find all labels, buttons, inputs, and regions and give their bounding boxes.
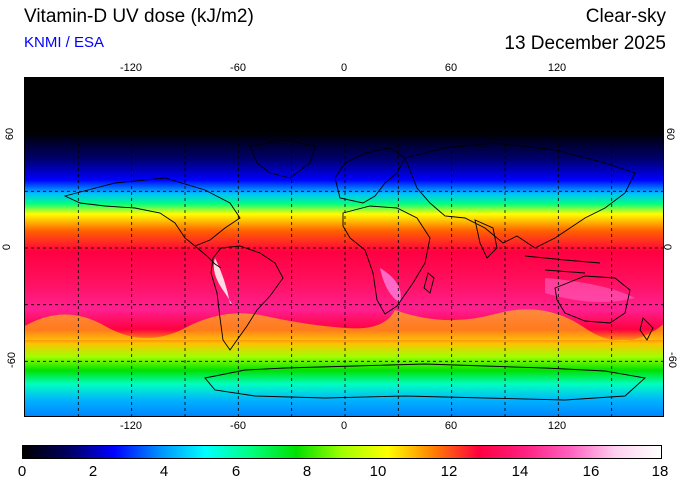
- lon-tick-bottom: 0: [340, 420, 348, 432]
- coast-south-america: [210, 245, 284, 351]
- coast-indian-subcontinent: [474, 219, 498, 259]
- lon-tick-top: 60: [444, 62, 458, 74]
- sky-condition-label: Clear-sky: [585, 6, 666, 27]
- colorbar-label: 0: [17, 463, 27, 480]
- colorbar-label: 12: [440, 463, 458, 480]
- hot-spot-south-america: [213, 258, 232, 305]
- graticule: [25, 78, 663, 416]
- date-label: 13 December 2025: [504, 33, 666, 54]
- lon-tick-bottom: 120: [547, 420, 567, 432]
- colorbar-label: 8: [302, 463, 312, 480]
- lat-tick-left: -60: [5, 352, 18, 368]
- coast-greenland: [249, 139, 316, 179]
- lat-tick-left: 60: [4, 127, 17, 141]
- colorbar-label: 6: [231, 463, 241, 480]
- lon-tick-bottom: -120: [119, 420, 143, 432]
- lon-tick-bottom: 60: [444, 420, 458, 432]
- colorbar-label: 14: [511, 463, 529, 480]
- colorbar-label: 2: [88, 463, 98, 480]
- coastlines: [63, 139, 654, 401]
- map-canvas: [25, 78, 663, 416]
- data-source-label: KNMI / ESA: [24, 34, 105, 51]
- hot-spot-africa: [380, 268, 401, 303]
- uv-dose-map: [24, 77, 664, 417]
- colorbar: [22, 445, 662, 459]
- coast-indonesia: [524, 255, 601, 274]
- lon-tick-top: -60: [230, 62, 246, 74]
- coast-antarctica: [204, 363, 646, 401]
- lon-tick-top: 0: [340, 62, 348, 74]
- coast-central-america: [194, 245, 222, 269]
- lon-tick-top: 120: [547, 62, 567, 74]
- hot-spot-australia: [545, 278, 635, 302]
- colorbar-label: 4: [159, 463, 169, 480]
- colorbar-label: 16: [582, 463, 600, 480]
- lat-tick-right: 60: [664, 127, 677, 141]
- green-wave-band: [25, 309, 663, 341]
- lon-tick-bottom: -60: [230, 420, 246, 432]
- coast-asia: [404, 142, 636, 249]
- coast-north-america: [63, 177, 241, 247]
- lat-tick-right: -60: [665, 352, 678, 368]
- coast-madagascar: [423, 272, 435, 294]
- coast-africa: [342, 205, 431, 315]
- colorbar-label: 18: [651, 463, 669, 480]
- lat-tick-left: 0: [1, 243, 14, 251]
- coast-australia: [554, 275, 631, 324]
- colorbar-label: 10: [369, 463, 387, 480]
- coast-new-zealand: [639, 317, 654, 341]
- map-title: Vitamin-D UV dose (kJ/m2): [24, 6, 254, 27]
- lon-tick-top: -120: [119, 62, 143, 74]
